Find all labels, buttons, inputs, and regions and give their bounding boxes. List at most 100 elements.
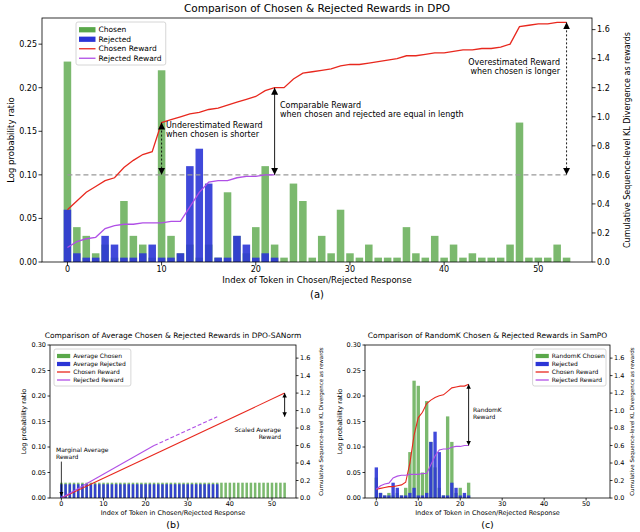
line (67, 175, 274, 248)
legend-box (76, 22, 166, 65)
y2-tick-label: 0.6 (597, 171, 610, 180)
bar (85, 483, 88, 498)
bar (224, 192, 232, 262)
bar (422, 258, 430, 262)
text-line: Underestimated Reward (166, 121, 263, 130)
y-tick (48, 447, 51, 448)
bar (283, 483, 286, 498)
y-tick-label: 0.25 (347, 367, 361, 375)
x-tick-label: 30 (184, 500, 192, 508)
bar (191, 483, 194, 498)
y2-tick-label: 1.2 (614, 389, 624, 397)
bar (73, 253, 81, 262)
bar (212, 483, 215, 498)
y2-tick-label: 0.4 (614, 459, 624, 467)
bar (128, 484, 131, 498)
bar (254, 483, 257, 498)
x-tick-label: 20 (456, 500, 464, 508)
y2-tick (610, 445, 613, 446)
bar (73, 227, 81, 262)
axes: 010203040500.000.050.100.150.200.250.300… (32, 341, 311, 508)
y2-tick (296, 358, 299, 359)
x-tick-label: 50 (268, 500, 276, 508)
legend-swatch (57, 354, 70, 358)
x-tick-label: 10 (99, 500, 107, 508)
plot-data (375, 381, 471, 498)
y2-tick (610, 375, 613, 376)
y2-tick-label: 1.4 (614, 372, 624, 380)
bar (140, 484, 143, 498)
bar (535, 258, 543, 262)
bar (167, 236, 175, 262)
bar (115, 483, 118, 498)
y2-tick (296, 410, 299, 411)
bar (563, 258, 571, 262)
legend-label: Rejected (99, 35, 132, 44)
x-tick-label: 10 (157, 265, 167, 274)
y-tick (48, 421, 51, 422)
bar (182, 484, 185, 498)
bar (241, 483, 244, 498)
y-tick (363, 421, 366, 422)
bar (469, 253, 477, 262)
bar (136, 483, 139, 498)
y2-tick (296, 393, 299, 394)
bar (132, 484, 135, 498)
y-tick (363, 472, 366, 473)
y-tick (39, 131, 43, 132)
bar (165, 483, 168, 498)
bar (233, 483, 236, 498)
bar (271, 245, 279, 262)
y-tick (39, 44, 43, 45)
bar (120, 258, 128, 262)
line (67, 174, 566, 175)
legend-swatch (57, 379, 70, 380)
bar (271, 483, 274, 498)
bar (153, 483, 156, 498)
y-tick (363, 396, 366, 397)
bar (167, 258, 175, 262)
text-line: Comparable Reward (280, 101, 361, 110)
bar (157, 483, 160, 498)
bar (136, 484, 139, 498)
bar (299, 201, 307, 262)
bar (429, 442, 432, 498)
y2-tick-label: 0.8 (300, 424, 310, 432)
bar (438, 452, 441, 498)
x-axis-label: Index of Token in Chosen/Rejected Respon… (222, 275, 411, 285)
bar (393, 258, 401, 262)
y2-tick-label: 1.0 (597, 113, 610, 122)
y2-tick-label: 0.0 (300, 494, 310, 502)
bar (106, 483, 109, 498)
bar (77, 484, 80, 498)
bar-series (64, 62, 571, 262)
y2-tick-label: 1.4 (597, 54, 610, 63)
bar (139, 253, 147, 262)
y-tick-label: 0.05 (32, 469, 46, 477)
bar (214, 258, 222, 262)
bar (216, 483, 219, 498)
y2-tick-label: 0.8 (614, 424, 624, 432)
y2-tick (610, 358, 613, 359)
bar (178, 484, 181, 498)
bar (161, 484, 164, 498)
y2-tick-label: 0.0 (614, 494, 624, 502)
y2-tick (610, 480, 613, 481)
annotation-arrow (468, 384, 469, 445)
bar (525, 258, 533, 262)
annotation-arrow (566, 22, 567, 175)
bar (69, 484, 72, 498)
bar (148, 245, 156, 262)
y2-tick (610, 410, 613, 411)
line (376, 446, 468, 490)
bar (450, 245, 458, 262)
y2-tick (296, 428, 299, 429)
bar (64, 210, 72, 262)
bar (174, 484, 177, 498)
y-tick (363, 498, 366, 499)
legend: RandomK ChosenRejectedChosen RewardRejec… (533, 349, 606, 386)
y2-tick (592, 145, 596, 146)
bar (208, 484, 211, 498)
bar (463, 493, 466, 498)
title: Comparison of Average Chosen & Rejected … (45, 331, 302, 340)
